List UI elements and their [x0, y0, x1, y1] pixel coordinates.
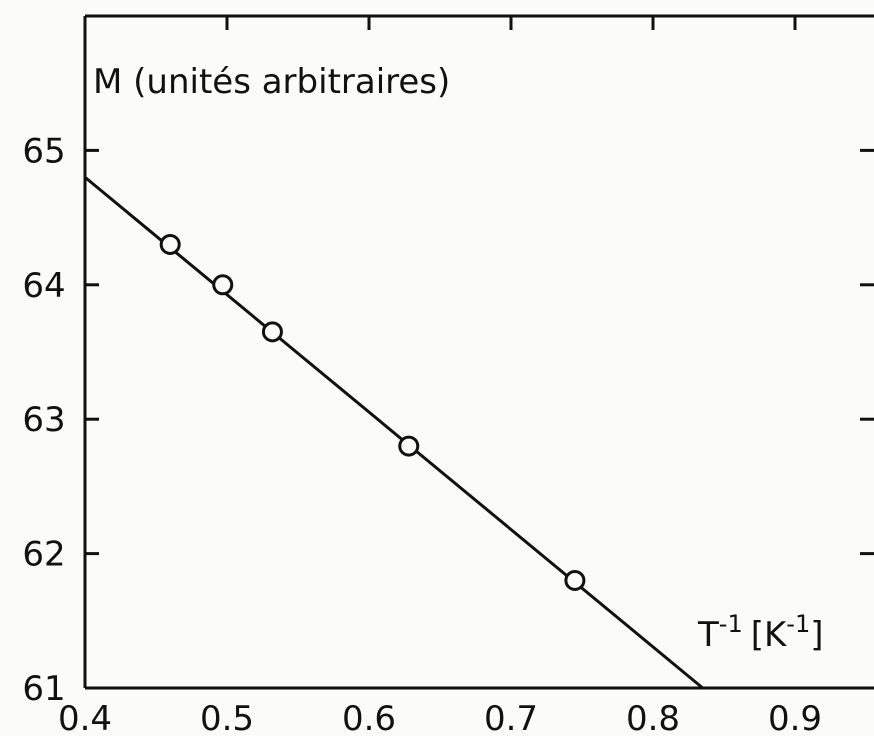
y-tick-label: 62: [22, 535, 65, 575]
fit-line: [84, 176, 704, 690]
x-tick-label: 0.9: [768, 699, 822, 736]
data-point: [212, 274, 234, 296]
x-tick-label: 0.8: [626, 699, 680, 736]
x-tick-label: 0.4: [58, 699, 112, 736]
x-axis-title-main: T: [697, 615, 719, 655]
x-ticks: [83, 16, 797, 30]
data-point: [564, 569, 586, 591]
data-point: [398, 435, 420, 457]
x-axis-title-unit-exp: -1: [786, 610, 810, 638]
y-tick-label: 64: [22, 266, 65, 306]
y-tick-label: 65: [22, 131, 65, 171]
x-axis-title: T-1 [K-1]: [697, 610, 823, 655]
y-tick-labels: 61 62 63 64 65: [22, 131, 65, 709]
plot-frame: [83, 14, 874, 690]
y-ticks: [85, 148, 874, 690]
x-tick-label: 0.6: [342, 699, 396, 736]
y-axis-title: M (unités arbitraires): [93, 62, 450, 102]
x-axis-title-unit-close: ]: [810, 615, 823, 655]
data-point: [261, 321, 283, 343]
y-tick-label: 61: [22, 669, 65, 709]
y-tick-label: 63: [22, 400, 65, 440]
x-axis-title-unit-open: [K: [751, 615, 788, 655]
x-tick-label: 0.5: [200, 699, 254, 736]
x-tick-label: 0.7: [484, 699, 538, 736]
x-tick-labels: 0.4 0.5 0.6 0.7 0.8 0.9: [58, 699, 822, 736]
data-points: [159, 233, 586, 591]
data-point: [159, 233, 181, 255]
x-axis-title-exp: -1: [719, 610, 743, 638]
